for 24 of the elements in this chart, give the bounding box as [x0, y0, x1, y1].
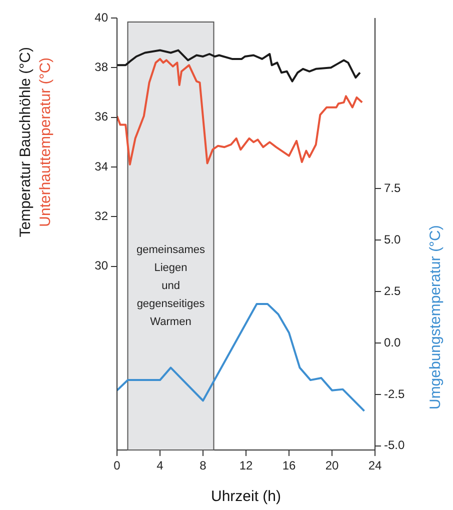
x-tick-label: 24: [368, 458, 382, 473]
y2-tick-label: 7.5: [384, 181, 402, 196]
x-tick-label: 0: [114, 458, 121, 473]
band-label: gemeinsames Liegen und gegenseitiges Warmen: [136, 244, 206, 328]
y2-tick-label: -5.0: [384, 438, 406, 452]
y2-tick-label: 5.0: [384, 232, 402, 246]
y2-tick-label: 2.5: [384, 284, 402, 298]
y-tick-label: 36: [94, 110, 108, 124]
y-tick-label: 40: [94, 10, 108, 24]
x-tick-label: 8: [200, 458, 207, 473]
text: Unterhauttemperatur (°C): [37, 57, 54, 227]
x-tick-label: 4: [156, 458, 164, 473]
y2-tick-label: 0.0: [384, 335, 402, 350]
x-tick-label: 16: [282, 458, 296, 473]
text: Umgebungstemperatur (°C): [427, 225, 444, 410]
y2-tick-label: -2.5: [384, 386, 406, 401]
x-axis-title: Uhrzeit (h): [210, 488, 282, 506]
y-tick-label: 32: [94, 208, 108, 223]
y-tick-label: 38: [94, 60, 108, 74]
y-tick-label: 34: [94, 159, 108, 174]
y-tick-label: 30: [94, 258, 108, 273]
x-tick-label: 20: [325, 458, 339, 473]
text: Temperatur Bauchhöhle (°C): [17, 47, 34, 238]
x-tick-label: 12: [239, 458, 253, 473]
